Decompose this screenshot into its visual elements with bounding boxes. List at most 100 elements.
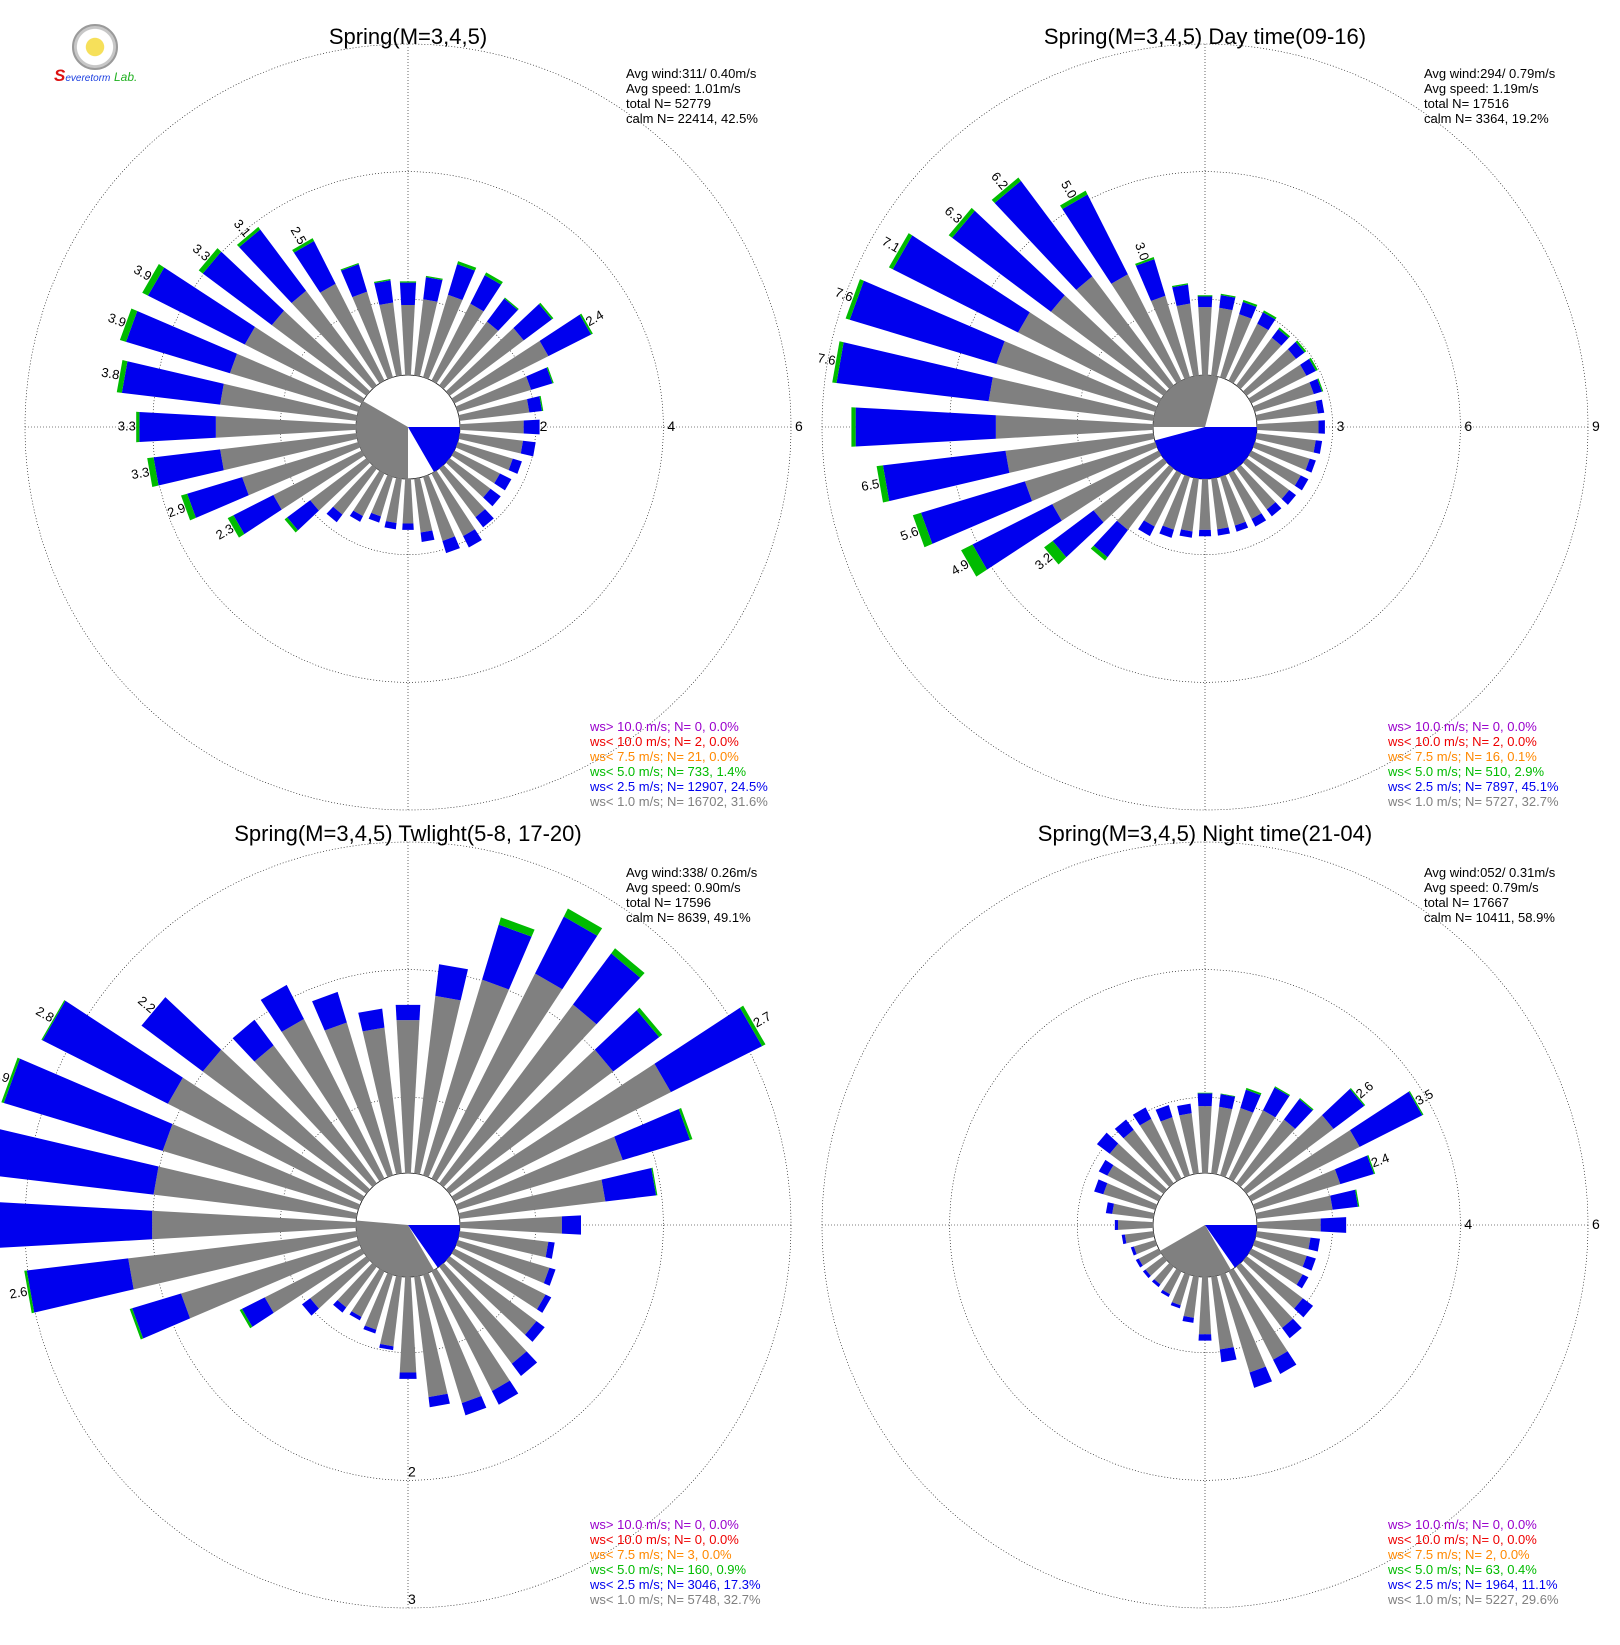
legend-entry: ws> 10.0 m/s; N= 0, 0.0%: [1387, 719, 1537, 734]
grid-ring: [821, 43, 1589, 811]
stats-line: total N= 17596: [626, 895, 711, 910]
bar-segment-lt1: [445, 1256, 537, 1335]
legend-entry: ws< 5.0 m/s; N= 733, 1.4%: [589, 764, 747, 779]
bar-segment-lt2_5: [1320, 1217, 1347, 1233]
bar-segment-lt1: [1111, 274, 1182, 384]
windrose-panel-1: Spring(M=3,4,5)2 4 62.42.32.93.33.33.83.93…: [24, 24, 803, 811]
bar-segment-lt2_5: [972, 504, 1062, 570]
lab-logo-text: Severetorm Lab.: [54, 66, 138, 85]
bar-segment-lt2_5: [1234, 521, 1249, 532]
bar-segment-lt2_5: [1177, 1103, 1192, 1116]
bar-segment-lt2_5: [1257, 312, 1276, 331]
bar-segment-lt1: [439, 321, 499, 390]
ring-label: 3: [408, 1591, 416, 1607]
bar-segment-lt2_5: [491, 1380, 519, 1405]
bar-segment-lt2_5: [654, 1007, 763, 1093]
bar-segment-lt1: [988, 377, 1155, 421]
bar-value-label: 3.8: [100, 365, 120, 383]
bar-segment-lt2_5: [525, 1321, 545, 1342]
bar-segment-lt2_5: [1052, 510, 1104, 558]
bar-segment-lt2_5: [513, 304, 552, 341]
bar-segment-lt2_5: [147, 267, 255, 345]
bar-segment-lt2_5: [1287, 341, 1305, 359]
bar-segment-lt1: [1211, 1275, 1234, 1350]
bar-segment-lt2_5: [482, 924, 532, 990]
bar-segment-lt2_5: [461, 1396, 487, 1416]
bar-segment-lt5: [579, 313, 593, 335]
bar-segment-lt2_5: [239, 229, 307, 304]
bar-segment-lt1: [1093, 458, 1168, 523]
legend-entry: ws< 7.5 m/s; N= 3, 0.0%: [589, 1547, 732, 1562]
bar-segment-lt5: [845, 279, 864, 320]
bar-segment-lt2_5: [1282, 1318, 1302, 1339]
bar-segment-lt2_5: [892, 235, 1030, 333]
bar-segment-lt1: [333, 464, 377, 515]
bar-segment-lt2_5: [483, 488, 501, 507]
bar-segment-lt5: [1060, 190, 1088, 210]
bar-segment-lt2_5: [1283, 1099, 1313, 1129]
bar-segment-lt1: [1050, 295, 1168, 396]
bar-segment-lt2_5: [1198, 529, 1212, 537]
bar-segment-lt1: [364, 1272, 393, 1330]
bar-segment-lt5: [504, 297, 519, 310]
bar-segment-lt5: [1, 1057, 20, 1103]
stats-line: Avg wind:052/ 0.31m/s: [1424, 865, 1556, 880]
bar-segment-lt2_5: [1096, 1132, 1119, 1154]
bar-segment-lt5: [1044, 540, 1067, 565]
bar-segment-lt2_5: [1172, 284, 1191, 306]
bar-segment-lt2_5: [121, 361, 224, 405]
legend-entry: ws< 5.0 m/s; N= 160, 0.9%: [589, 1562, 747, 1577]
bar-segment-lt2_5: [384, 521, 397, 530]
bar-segment-lt1: [1228, 1110, 1276, 1182]
bar-segment-lt1: [1179, 1113, 1199, 1175]
bar-segment-lt1: [455, 376, 532, 412]
bar-segment-lt1: [1162, 1268, 1182, 1295]
bar-segment-lt1: [202, 1049, 371, 1194]
bar-segment-lt1: [1255, 433, 1316, 453]
bar-segment-lt5: [1135, 257, 1155, 266]
bar-segment-lt2_5: [141, 997, 222, 1072]
bar-segment-lt1: [1220, 314, 1252, 380]
bar-segment-lt5: [457, 261, 477, 271]
bar-segment-lt2_5: [1305, 458, 1316, 473]
bar-value-label: 2.6: [8, 1284, 28, 1302]
bar-segment-lt1: [439, 1262, 527, 1364]
grid-ring: [949, 969, 1461, 1481]
bar-segment-lt2_5: [0, 1129, 159, 1195]
bar-segment-lt1: [1133, 1240, 1158, 1255]
bar-segment-lt1: [1109, 1143, 1168, 1194]
bar-segment-lt1: [1124, 1231, 1155, 1244]
legend-entry: ws< 10.0 m/s; N= 2, 0.0%: [589, 734, 739, 749]
bar-segment-lt1: [1180, 477, 1199, 532]
bar-segment-lt1: [1256, 420, 1319, 434]
legend-entry: ws< 10.0 m/s; N= 2, 0.0%: [1387, 734, 1537, 749]
bar-segment-lt5: [563, 908, 603, 936]
bar-segment-lt5: [284, 517, 298, 533]
bar-segment-lt1: [1255, 1195, 1333, 1219]
bar-segment-lt2_5: [1330, 1189, 1359, 1210]
bar-segment-lt5: [1220, 293, 1236, 298]
bar-segment-lt1: [353, 470, 385, 517]
bar-segment-lt2_5: [1114, 1119, 1134, 1139]
bar-segment-lt2_5: [836, 342, 993, 402]
bar-segment-lt1: [1256, 1218, 1321, 1232]
bar-segment-lt2_5: [1251, 513, 1267, 527]
bar-segment-lt2_5: [0, 1202, 153, 1248]
bar-segment-lt2_5: [475, 509, 494, 528]
stats-line: Avg wind:338/ 0.26m/s: [626, 865, 758, 880]
bar-segment-lt1: [451, 340, 549, 404]
stats-line: Avg wind:294/ 0.79m/s: [1424, 66, 1556, 81]
bar-segment-lt1: [1248, 364, 1307, 404]
bar-segment-lt5: [373, 279, 391, 284]
bar-segment-lt2_5: [1266, 502, 1282, 517]
bar-segment-lt1: [402, 478, 414, 524]
bar-segment-lt5: [129, 1308, 144, 1340]
bar-segment-lt2_5: [545, 1241, 555, 1259]
bar-segment-lt1: [439, 464, 486, 518]
bar-segment-lt1: [380, 1275, 402, 1347]
bar-segment-lt2_5: [1197, 1093, 1213, 1107]
bar-segment-lt1: [1255, 401, 1318, 421]
bar-segment-lt1: [996, 341, 1158, 412]
bar-segment-lt2_5: [349, 1311, 362, 1321]
bar-segment-lt1: [1052, 450, 1162, 521]
